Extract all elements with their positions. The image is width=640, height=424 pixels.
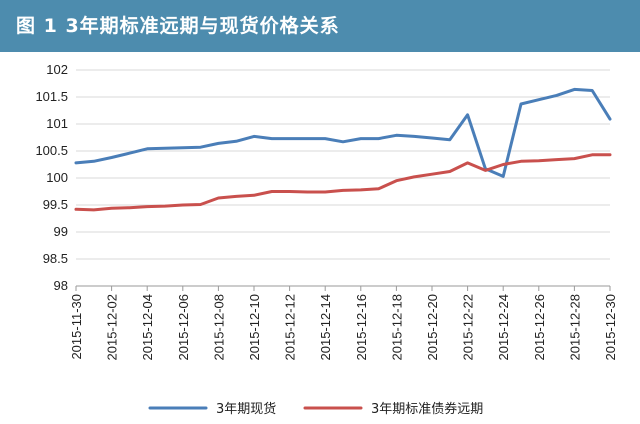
y-tick-label: 101.5 — [35, 89, 68, 104]
legend: 3年期现货 3年期标准债券远期 — [148, 401, 483, 417]
chart-title: 图 1 3年期标准远期与现货价格关系 — [16, 15, 340, 37]
y-axis-ticks: 102 101.5 101 100.5 100 99.5 99 98.5 98 — [35, 62, 68, 293]
x-tick-label: 2015-11-30 — [69, 294, 84, 360]
series-lines — [74, 87, 612, 212]
x-tick-label: 2015-12-18 — [389, 294, 404, 361]
x-tick-label: 2015-12-10 — [247, 294, 262, 361]
x-tick-label: 2015-12-26 — [532, 294, 547, 361]
x-axis: 2015-11-30 2015-12-02 2015-12-04 2015-12-06… — [69, 285, 618, 361]
x-tick-label: 2015-12-08 — [211, 294, 226, 361]
y-tick-label: 100.5 — [35, 143, 68, 158]
y-tick-label: 99 — [54, 224, 68, 239]
x-tick-label: 2015-12-28 — [567, 294, 582, 361]
x-tick-label: 2015-12-14 — [318, 294, 333, 361]
x-tick-label: 2015-12-04 — [140, 294, 155, 361]
x-tick-label: 2015-12-30 — [603, 294, 618, 361]
y-tick-label: 100 — [46, 170, 68, 185]
x-tick-label: 2015-12-24 — [496, 294, 511, 361]
title-bar: 图 1 3年期标准远期与现货价格关系 — [0, 0, 640, 52]
x-tick-label: 2015-12-20 — [425, 294, 440, 361]
legend-label-1: 3年期标准债券远期 — [371, 401, 483, 417]
series-line-0 — [74, 87, 612, 178]
y-tick-label: 102 — [46, 62, 68, 77]
legend-label-0: 3年期现货 — [216, 401, 276, 417]
y-tick-label: 98 — [54, 278, 68, 293]
y-tick-label: 98.5 — [43, 251, 68, 266]
series-line-1 — [74, 153, 612, 212]
y-tick-label: 101 — [46, 116, 68, 131]
y-tick-label: 99.5 — [43, 197, 68, 212]
x-tick-label: 2015-12-22 — [461, 294, 476, 361]
x-tick-label: 2015-12-12 — [283, 294, 298, 361]
x-tick-label: 2015-12-06 — [176, 294, 191, 361]
x-tick-label: 2015-12-16 — [354, 294, 369, 361]
x-tick-label: 2015-12-02 — [105, 294, 120, 361]
